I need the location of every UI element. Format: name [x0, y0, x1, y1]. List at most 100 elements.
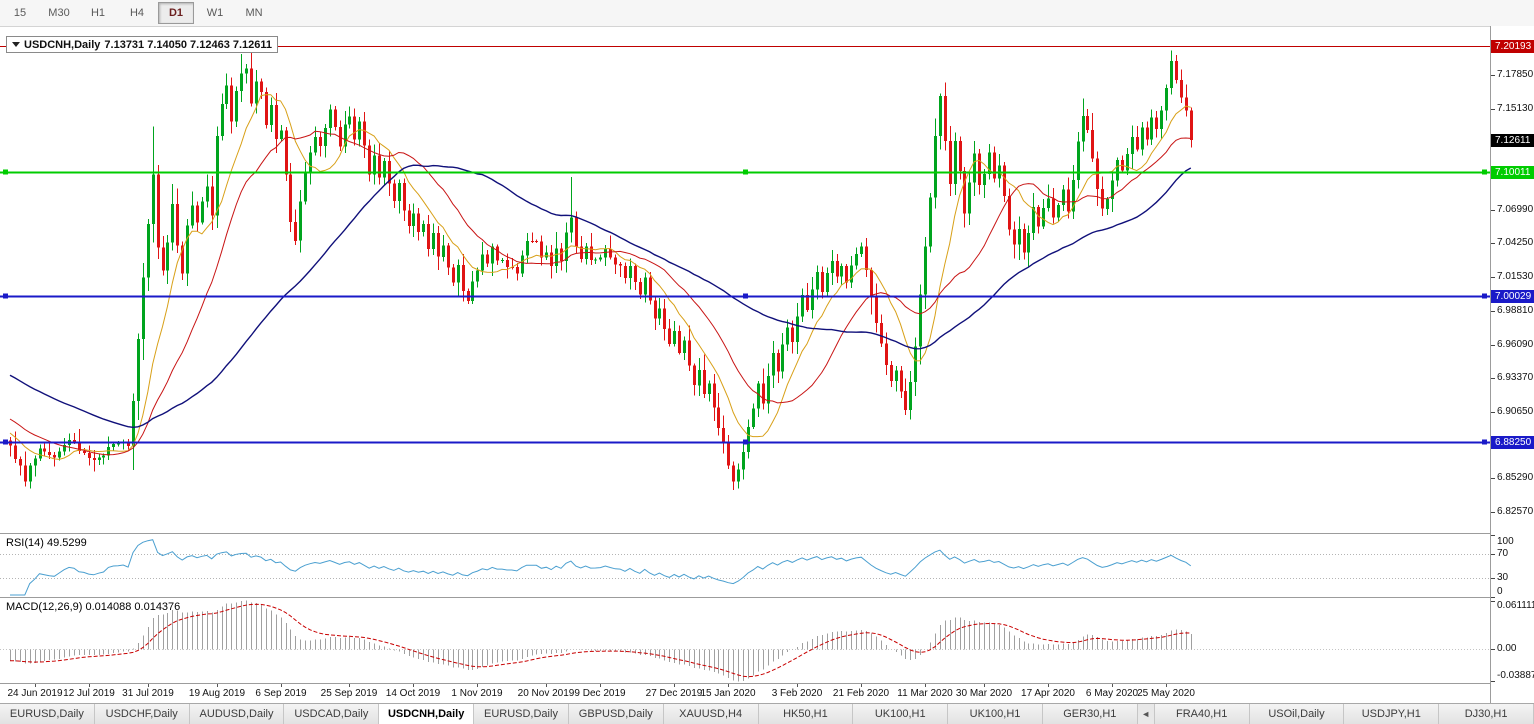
date-label: 20 Nov 2019 [517, 688, 575, 699]
price-tick-label: 6.85290 [1497, 472, 1534, 483]
rsi-chart-canvas[interactable] [0, 535, 1490, 597]
axis-tick-dash [1491, 597, 1495, 598]
price-tick-label: 7.17850 [1497, 69, 1534, 80]
price-tick-label: 6.82570 [1497, 506, 1534, 517]
timeframe-button-mn[interactable]: MN [245, 7, 263, 19]
chart-tab-usoil[interactable]: USOil,Daily [1249, 704, 1345, 724]
price-tick-label: 7.06990 [1497, 204, 1534, 215]
date-label: 25 May 2020 [1137, 688, 1195, 699]
date-tick [861, 684, 862, 687]
rsi-tick-label: 100 [1497, 536, 1514, 547]
chart-tab-eurusd[interactable]: EURUSD,Daily [474, 704, 569, 724]
date-tick [984, 684, 985, 687]
price-tick-label: 6.93370 [1497, 372, 1534, 383]
chart-tab-usdcad[interactable]: USDCAD,Daily [284, 704, 380, 724]
chart-tab-fra40[interactable]: FRA40,H1 [1154, 704, 1250, 724]
timeframe-button-m30[interactable]: M30 [48, 7, 70, 19]
chart-tab-gbpusd[interactable]: GBPUSD,Daily [568, 704, 664, 724]
chart-tab-eurusd[interactable]: EURUSD,Daily [0, 704, 95, 724]
axis-tick-dash [1491, 578, 1495, 579]
timeframe-button-h1[interactable]: H1 [90, 7, 106, 19]
axis-tick-dash [1491, 210, 1495, 211]
date-tick [349, 684, 350, 687]
timeframe-button-w1[interactable]: W1 [206, 7, 224, 19]
price-axis[interactable]: 7.17850 7.15130 7.06990 7.04250 7.01530 6.988… [1490, 26, 1534, 703]
price-level-tag: 7.20193 [1491, 40, 1534, 53]
chart-tab-usdcnh[interactable]: USDCNH,Daily [379, 704, 475, 724]
chart-tab-uk100[interactable]: UK100,H1 [948, 704, 1043, 724]
date-tick [148, 684, 149, 687]
date-tick [1048, 684, 1049, 687]
axis-tick-dash [1491, 478, 1495, 479]
axis-tick-dash [1491, 378, 1495, 379]
current-price-tag: 7.12611 [1491, 134, 1534, 147]
date-tick [600, 684, 601, 687]
price-pane: USDCNH,Daily 7.13731 7.14050 7.12463 7.1… [0, 34, 1490, 533]
chart-symbol-label: USDCNH,Daily [24, 38, 101, 51]
axis-tick-dash [1491, 243, 1495, 244]
chart-title: USDCNH,Daily 7.13731 7.14050 7.12463 7.1… [6, 36, 279, 53]
chart-tab-audusd[interactable]: AUDUSD,Daily [189, 704, 285, 724]
date-tick [35, 684, 36, 687]
chart-ohlc-label: 7.13731 7.14050 7.12463 7.12611 [104, 38, 273, 51]
date-tick [281, 684, 282, 687]
date-label: 27 Dec 2019 [645, 688, 703, 699]
date-tick [674, 684, 675, 687]
tab-scroll-left-icon[interactable]: ◄ [1138, 704, 1155, 724]
rsi-pane: RSI(14) 49.5299 [0, 535, 1490, 597]
date-tick [217, 684, 218, 687]
chart-tab-hk50[interactable]: HK50,H1 [758, 704, 854, 724]
timeframe-button-d1[interactable]: D1 [158, 2, 194, 24]
axis-tick-dash [1491, 345, 1495, 346]
date-label: 24 Jun 2019 [7, 688, 63, 699]
price-tick-label: 7.15130 [1497, 103, 1534, 114]
date-tick [89, 684, 90, 687]
date-tick [1112, 684, 1113, 687]
price-tick-label: 6.96090 [1497, 339, 1534, 350]
chart-tab-xauusd[interactable]: XAUUSD,H4 [663, 704, 759, 724]
price-tick-label: 6.90650 [1497, 406, 1534, 417]
chart-tab-uk100[interactable]: UK100,H1 [853, 704, 949, 724]
date-tick [413, 684, 414, 687]
chart-tab-dj30[interactable]: DJ30,H1 [1439, 704, 1534, 724]
date-label: 21 Feb 2020 [832, 688, 890, 699]
axis-tick-dash [1491, 681, 1495, 682]
date-tick [477, 684, 478, 687]
time-axis[interactable]: 24 Jun 2019 12 Jul 2019 31 Jul 2019 19 Aug … [0, 684, 1490, 703]
date-label: 30 Mar 2020 [955, 688, 1013, 699]
date-label: 14 Oct 2019 [385, 688, 441, 699]
price-level-tag: 6.88250 [1491, 436, 1534, 449]
date-label: 25 Sep 2019 [320, 688, 378, 699]
chart-tab-ger30[interactable]: GER30,H1 [1042, 704, 1138, 724]
price-tick-label: 7.04250 [1497, 237, 1534, 248]
rsi-tick-label: 30 [1497, 572, 1509, 583]
price-level-tag: 7.10011 [1491, 166, 1534, 179]
axis-tick-dash [1491, 109, 1495, 110]
timeframe-button-h4[interactable]: H4 [129, 7, 145, 19]
axis-tick-dash [1491, 601, 1495, 602]
axis-tick-dash [1491, 649, 1495, 650]
date-label: 12 Jul 2019 [63, 688, 115, 699]
pane-separator-macd[interactable] [0, 597, 1534, 599]
date-label: 17 Apr 2020 [1021, 688, 1075, 699]
rsi-tick-label: 70 [1497, 548, 1509, 559]
macd-chart-canvas[interactable] [0, 599, 1490, 683]
date-label: 6 May 2020 [1085, 688, 1139, 699]
price-tick-label: 6.98810 [1497, 305, 1534, 316]
timeframe-button-15[interactable]: 15 [13, 7, 27, 19]
price-chart-canvas[interactable] [0, 34, 1490, 533]
macd-label: MACD(12,26,9) 0.014088 0.014376 [6, 601, 181, 613]
pane-separator-rsi[interactable] [0, 533, 1534, 535]
axis-tick-dash [1491, 412, 1495, 413]
chart-tab-usdjpy[interactable]: USDJPY,H1 [1344, 704, 1440, 724]
price-level-tag: 7.00029 [1491, 290, 1534, 303]
date-label: 3 Feb 2020 [771, 688, 823, 699]
date-tick [925, 684, 926, 687]
chart-tab-usdchf[interactable]: USDCHF,Daily [94, 704, 190, 724]
date-label: 6 Sep 2019 [255, 688, 307, 699]
macd-tick-label: 0.061111 [1497, 600, 1534, 611]
collapse-chart-icon[interactable] [12, 42, 20, 47]
rsi-label: RSI(14) 49.5299 [6, 537, 87, 549]
axis-tick-dash [1491, 311, 1495, 312]
